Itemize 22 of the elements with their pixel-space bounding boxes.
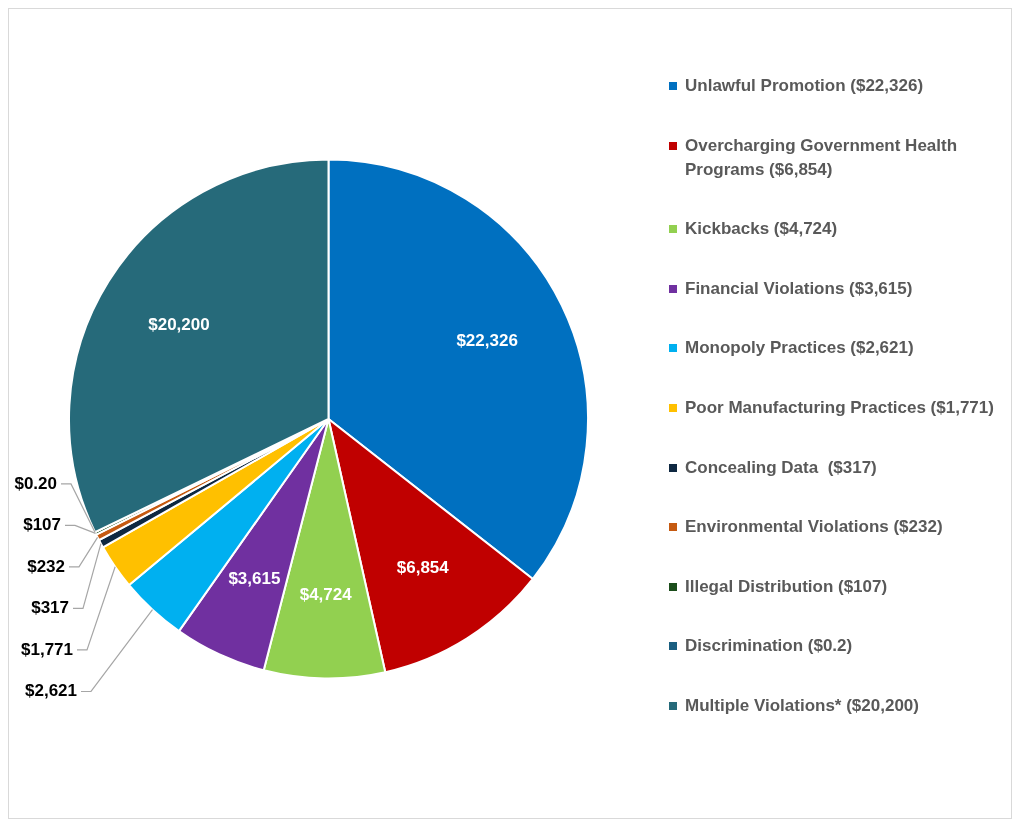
data-label: $4,724 xyxy=(299,585,353,605)
data-label: $317 xyxy=(31,598,69,618)
legend-label: Monopoly Practices ($2,621) xyxy=(685,337,914,360)
data-label: $2,621 xyxy=(25,681,77,701)
data-label: $1,771 xyxy=(21,639,73,659)
data-label: $3,615 xyxy=(228,568,281,588)
data-label: $107 xyxy=(23,515,61,535)
data-label: $0.20 xyxy=(14,473,57,493)
legend-label: Illegal Distribution ($107) xyxy=(685,575,888,598)
data-label: $20,200 xyxy=(148,314,210,334)
legend-label: Environmental Violations ($232) xyxy=(685,516,943,539)
legend-label: Multiple Violations* ($20,200) xyxy=(685,694,919,717)
data-label: $22,326 xyxy=(456,331,518,351)
legend-label: Concealing Data ($317) xyxy=(685,456,877,479)
data-label: $6,854 xyxy=(396,557,450,577)
legend-label: Kickbacks ($4,724) xyxy=(685,218,838,241)
legend-label: Discrimination ($0.2) xyxy=(685,635,853,658)
legend-label: Poor Manufacturing Practices ($1,771) xyxy=(685,396,994,419)
data-label: $232 xyxy=(27,556,65,576)
legend-label: Financial Violations ($3,615) xyxy=(685,277,913,300)
legend-label: Unlawful Promotion ($22,326) xyxy=(685,75,924,97)
legend-label: Overcharging Government Health Programs ($6,854) xyxy=(685,134,959,181)
